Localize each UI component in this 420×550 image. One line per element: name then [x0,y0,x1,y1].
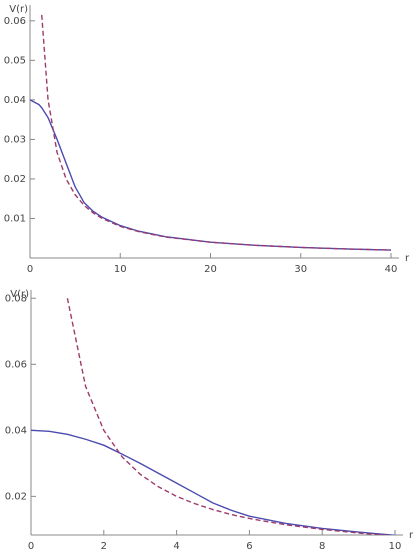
x-tick-label: 4 [173,541,179,550]
x-axis-label: r [405,253,410,264]
x-tick-label: 0 [27,264,33,275]
y-tick-label: 0.03 [4,134,26,145]
curve [66,298,392,535]
x-tick-label: 10 [389,541,402,550]
x-tick-label: 10 [114,264,127,275]
x-tick-label: 6 [246,541,252,550]
y-tick-label: 0.02 [4,174,26,185]
y-tick-label: 0.04 [4,95,26,106]
curve [41,14,392,251]
x-axis-label: r [409,530,414,541]
x-tick-label: 8 [319,541,325,550]
x-tick-label: 30 [294,264,307,275]
chart: r V(r) 0 2 4 6 8 10 0.02 0.04 0.06 0.08 [5,289,414,550]
y-tick-label: 0.04 [5,425,27,436]
y-tick-label: 0.06 [4,16,26,27]
y-axis-label: V(r) [10,289,29,300]
y-tick-label: 0.06 [5,359,27,370]
chart: r V(r) 0 10 20 30 40 0.01 0.02 0.03 0.04 0.05 0.06 [4,4,410,275]
x-tick-label: 40 [385,264,398,275]
curve [31,429,396,535]
y-axis-label: V(r) [9,4,28,15]
x-tick-label: 0 [28,541,34,550]
curve [30,99,392,251]
y-tick-label: 0.05 [4,55,26,66]
y-tick-label: 0.08 [5,293,27,304]
y-tick-label: 0.02 [5,491,27,502]
x-tick-label: 20 [204,264,217,275]
y-tick-label: 0.01 [4,213,26,224]
x-tick-label: 2 [101,541,107,550]
